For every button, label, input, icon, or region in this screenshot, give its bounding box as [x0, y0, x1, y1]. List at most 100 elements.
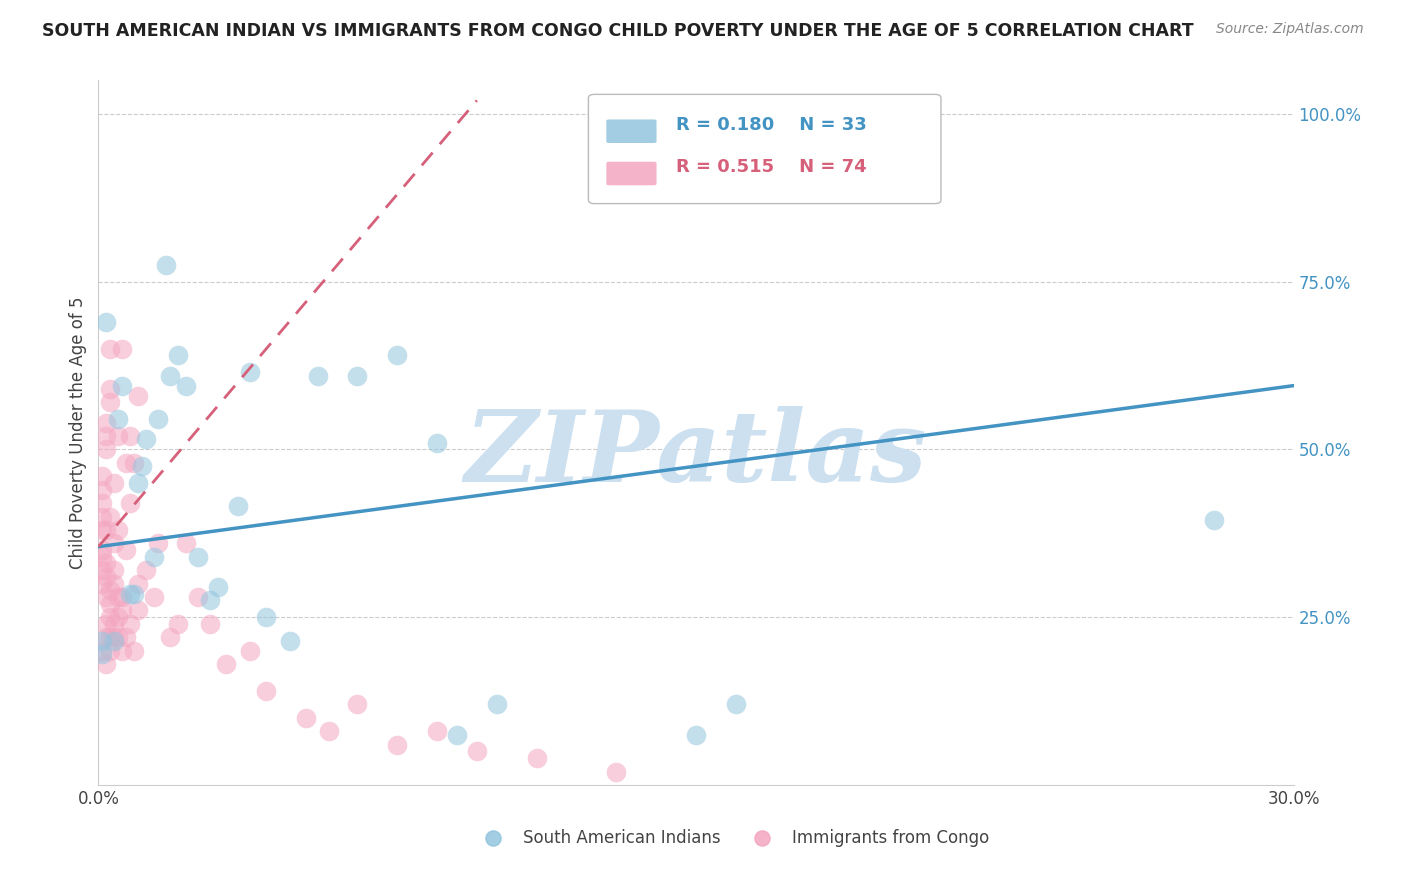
- Point: [96, 429, 118, 443]
- Y-axis label: Child Poverty Under the Age of 5: Child Poverty Under the Age of 5: [69, 296, 87, 569]
- Point: [98, 644, 122, 658]
- Point: [96, 557, 118, 571]
- Text: Immigrants from Congo: Immigrants from Congo: [792, 829, 988, 847]
- Point: [91, 523, 114, 537]
- Point: [207, 580, 229, 594]
- Point: [143, 549, 166, 564]
- Point: [115, 456, 138, 470]
- Point: [135, 433, 157, 447]
- Point: [98, 597, 122, 611]
- Point: [96, 416, 118, 430]
- Point: [91, 549, 114, 564]
- Point: [91, 483, 114, 497]
- Point: [96, 590, 118, 604]
- Point: [96, 657, 118, 672]
- Point: [131, 459, 153, 474]
- Point: [96, 616, 118, 631]
- Point: [1202, 513, 1225, 527]
- Point: [111, 378, 134, 392]
- Point: [605, 764, 627, 779]
- Point: [111, 603, 134, 617]
- Point: [98, 382, 122, 396]
- Point: [198, 616, 221, 631]
- Point: [103, 633, 125, 648]
- Point: [127, 389, 149, 403]
- Point: [148, 536, 170, 550]
- Point: [446, 728, 468, 742]
- Point: [107, 429, 129, 443]
- Text: R = 0.180    N = 33: R = 0.180 N = 33: [676, 116, 866, 134]
- Point: [318, 724, 340, 739]
- Point: [111, 644, 134, 658]
- Point: [159, 630, 181, 644]
- Point: [96, 315, 118, 329]
- Point: [120, 587, 142, 601]
- FancyBboxPatch shape: [589, 95, 941, 203]
- Point: [346, 368, 368, 383]
- Point: [526, 751, 548, 765]
- Point: [426, 435, 449, 450]
- Point: [385, 738, 409, 752]
- Point: [103, 616, 125, 631]
- Point: [426, 724, 449, 739]
- Point: [174, 378, 197, 392]
- Point: [91, 496, 114, 510]
- Point: [187, 549, 209, 564]
- Text: ZIPatlas: ZIPatlas: [465, 406, 927, 502]
- Point: [346, 698, 368, 712]
- Point: [127, 603, 149, 617]
- Point: [91, 469, 114, 483]
- Point: [215, 657, 238, 672]
- Text: SOUTH AMERICAN INDIAN VS IMMIGRANTS FROM CONGO CHILD POVERTY UNDER THE AGE OF 5 : SOUTH AMERICAN INDIAN VS IMMIGRANTS FROM…: [42, 22, 1194, 40]
- Point: [1402, 828, 1406, 842]
- Point: [167, 616, 190, 631]
- Point: [685, 728, 707, 742]
- Point: [107, 630, 129, 644]
- Point: [96, 630, 118, 644]
- Point: [96, 523, 118, 537]
- Point: [98, 342, 122, 356]
- Point: [124, 587, 146, 601]
- Point: [107, 412, 129, 426]
- Text: Source: ZipAtlas.com: Source: ZipAtlas.com: [1216, 22, 1364, 37]
- Point: [120, 496, 142, 510]
- Point: [167, 348, 190, 362]
- Point: [98, 395, 122, 409]
- Point: [254, 610, 277, 624]
- Point: [91, 509, 114, 524]
- Point: [135, 563, 157, 577]
- Point: [187, 590, 209, 604]
- Point: [143, 590, 166, 604]
- Point: [124, 456, 146, 470]
- Point: [103, 536, 125, 550]
- Point: [115, 543, 138, 558]
- Point: [148, 412, 170, 426]
- Point: [91, 563, 114, 577]
- Point: [198, 593, 221, 607]
- Point: [127, 576, 149, 591]
- Point: [385, 348, 409, 362]
- Point: [98, 583, 122, 598]
- Point: [294, 711, 316, 725]
- Point: [127, 475, 149, 490]
- Point: [724, 698, 747, 712]
- Point: [226, 500, 249, 514]
- Point: [120, 429, 142, 443]
- Point: [103, 576, 125, 591]
- Point: [239, 644, 262, 658]
- Point: [465, 744, 488, 758]
- Point: [107, 590, 129, 604]
- Point: [155, 258, 177, 272]
- Text: R = 0.515    N = 74: R = 0.515 N = 74: [676, 158, 866, 176]
- Point: [98, 630, 122, 644]
- Point: [107, 523, 129, 537]
- Point: [91, 647, 114, 661]
- FancyBboxPatch shape: [606, 161, 657, 186]
- Point: [107, 610, 129, 624]
- Point: [115, 630, 138, 644]
- Point: [91, 644, 114, 658]
- Point: [254, 684, 277, 698]
- Point: [278, 633, 301, 648]
- Point: [485, 698, 508, 712]
- Point: [98, 509, 122, 524]
